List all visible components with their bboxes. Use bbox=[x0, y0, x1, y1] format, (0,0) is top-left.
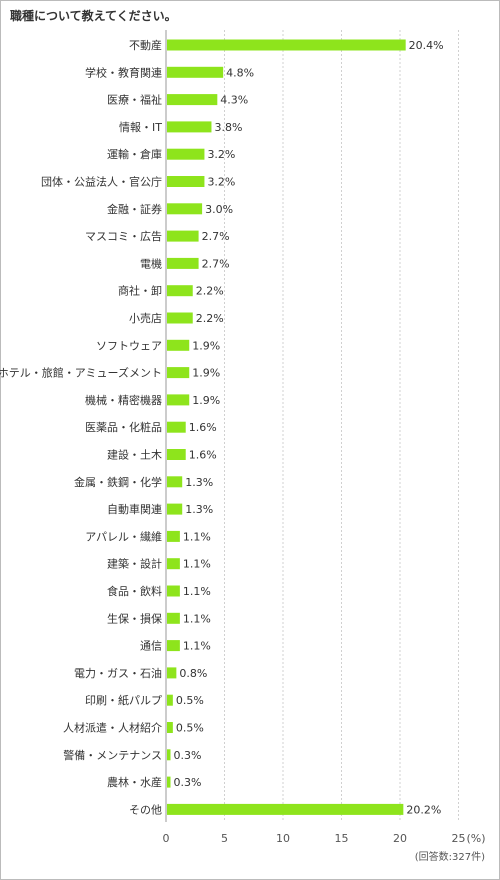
category-label: その他 bbox=[129, 803, 162, 816]
value-label: 3.0% bbox=[205, 203, 233, 216]
value-label: 20.4% bbox=[409, 39, 444, 52]
value-label: 0.8% bbox=[179, 667, 207, 680]
x-tick-label-0: 0 bbox=[163, 832, 170, 845]
bar bbox=[167, 449, 186, 460]
bar bbox=[167, 121, 212, 133]
value-label: 0.3% bbox=[174, 749, 202, 762]
value-label: 1.1% bbox=[183, 585, 211, 598]
x-tick-label-25: 25 bbox=[452, 832, 466, 845]
value-label: 4.3% bbox=[220, 94, 248, 107]
bar bbox=[167, 176, 205, 187]
value-label: 1.9% bbox=[192, 339, 220, 352]
category-label: 農林・水産 bbox=[107, 775, 162, 789]
value-label: 2.2% bbox=[196, 285, 224, 298]
value-label: 20.2% bbox=[406, 803, 441, 816]
category-label: 医療・福祉 bbox=[107, 93, 162, 107]
value-label: 1.1% bbox=[183, 530, 211, 543]
category-label: 運輸・倉庫 bbox=[107, 147, 162, 161]
category-label: 警備・メンテナンス bbox=[63, 748, 162, 762]
bar bbox=[167, 421, 186, 433]
bar bbox=[167, 694, 173, 706]
bar bbox=[167, 640, 180, 652]
value-label: 1.9% bbox=[192, 394, 220, 407]
value-label: 2.7% bbox=[202, 230, 230, 243]
category-label: ホテル・旅館・アミューズメント bbox=[0, 366, 162, 380]
bar bbox=[167, 530, 180, 542]
value-label: 1.1% bbox=[183, 558, 211, 571]
category-label: 印刷・紙パルプ bbox=[85, 693, 162, 707]
category-label: 自動車関連 bbox=[107, 502, 162, 516]
value-label: 2.7% bbox=[202, 257, 230, 270]
value-label: 3.8% bbox=[214, 121, 242, 134]
category-label: 人材派遣・人材紹介 bbox=[63, 721, 162, 735]
chart-title: 職種について教えてください。 bbox=[10, 9, 177, 23]
value-label: 3.2% bbox=[207, 148, 235, 161]
category-label: 建築・設計 bbox=[107, 557, 162, 571]
category-label: 金属・鉄鋼・化学 bbox=[74, 475, 162, 489]
x-tick-label-15: 15 bbox=[335, 832, 349, 845]
bar bbox=[167, 94, 218, 106]
category-label: 不動産 bbox=[129, 38, 162, 52]
category-label: 医薬品・化粧品 bbox=[85, 420, 162, 434]
bar bbox=[167, 66, 224, 78]
value-label: 0.5% bbox=[176, 694, 204, 707]
bar bbox=[167, 722, 173, 733]
bar bbox=[167, 667, 177, 679]
value-label: 1.6% bbox=[189, 421, 217, 434]
category-label: 学校・教育関連 bbox=[85, 65, 162, 79]
bar bbox=[167, 585, 180, 597]
value-label: 1.3% bbox=[185, 476, 213, 489]
category-label: 金融・証券 bbox=[107, 202, 162, 216]
x-axis-unit-label: (%) bbox=[467, 832, 486, 845]
x-tick-label-5: 5 bbox=[221, 832, 228, 845]
bar bbox=[167, 503, 183, 515]
bar bbox=[167, 367, 190, 379]
bar bbox=[167, 148, 205, 160]
value-label: 4.8% bbox=[226, 66, 254, 79]
category-label: ソフトウェア bbox=[96, 339, 162, 352]
category-label: 小売店 bbox=[129, 311, 162, 325]
value-label: 1.1% bbox=[183, 640, 211, 653]
bar bbox=[167, 803, 404, 815]
x-tick-label-20: 20 bbox=[393, 832, 407, 845]
bar bbox=[167, 394, 190, 406]
bar bbox=[167, 476, 183, 488]
category-label: 団体・公益法人・官公庁 bbox=[41, 175, 162, 189]
category-label: 通信 bbox=[140, 640, 162, 653]
bar bbox=[167, 776, 171, 788]
x-tick-label-10: 10 bbox=[276, 832, 290, 845]
value-label: 2.2% bbox=[196, 312, 224, 325]
value-label: 0.3% bbox=[174, 776, 202, 789]
value-label: 1.9% bbox=[192, 367, 220, 380]
category-label: 食品・飲料 bbox=[107, 584, 162, 598]
sample-size-note: (回答数:327件) bbox=[415, 850, 485, 863]
category-label: 情報・IT bbox=[119, 121, 162, 134]
bar bbox=[167, 285, 193, 297]
category-label: アパレル・繊維 bbox=[85, 530, 162, 543]
value-label: 1.1% bbox=[183, 612, 211, 625]
category-label: 機械・精密機器 bbox=[85, 393, 162, 407]
bar bbox=[167, 203, 203, 215]
value-label: 0.5% bbox=[176, 722, 204, 735]
bar bbox=[167, 558, 180, 570]
bar bbox=[167, 230, 199, 242]
bar bbox=[167, 257, 199, 269]
bar bbox=[167, 612, 180, 624]
category-label: 建設・土木 bbox=[107, 448, 162, 462]
bar bbox=[167, 312, 193, 324]
bar bbox=[167, 749, 171, 761]
category-label: 電機 bbox=[140, 256, 162, 270]
bar bbox=[167, 39, 406, 51]
value-label: 1.3% bbox=[185, 503, 213, 516]
category-label: 商社・卸 bbox=[118, 284, 162, 298]
bar bbox=[167, 339, 190, 351]
value-label: 1.6% bbox=[189, 449, 217, 462]
category-label: 電力・ガス・石油 bbox=[74, 666, 162, 680]
category-label: 生保・損保 bbox=[107, 611, 162, 625]
value-label: 3.2% bbox=[207, 176, 235, 189]
category-label: マスコミ・広告 bbox=[85, 230, 162, 243]
